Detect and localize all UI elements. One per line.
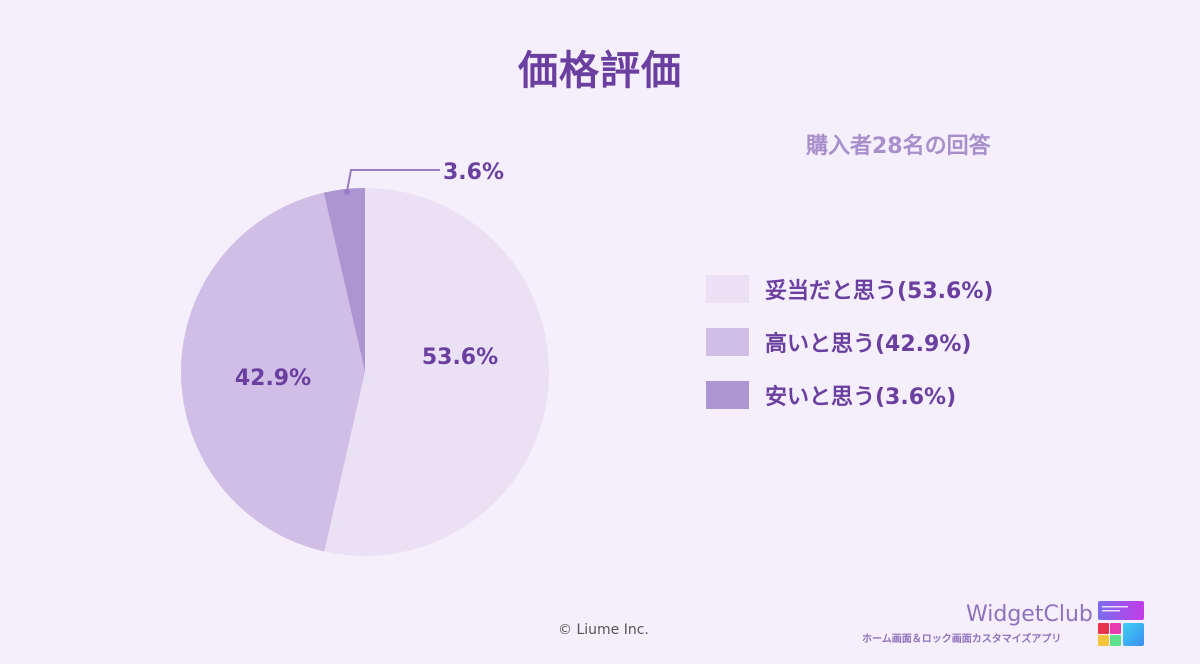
legend-item-cheap[interactable]: 安いと思う(3.6%) xyxy=(706,378,993,412)
widgetclub-logo-icon xyxy=(1098,601,1144,646)
slice-label-expensive: 42.9% xyxy=(235,366,311,391)
leader-line xyxy=(346,169,440,192)
legend-label: 高いと思う(42.9%) xyxy=(765,332,972,357)
legend: 妥当だと思う(53.6%) 高いと思う(42.9%) 安いと思う(3.6%) xyxy=(706,272,993,431)
chart-subtitle: 購入者28名の回答 xyxy=(806,134,991,159)
slice-label-reasonable: 53.6% xyxy=(422,345,498,370)
brand-name: WidgetClub xyxy=(966,602,1093,627)
pie-slice-cheap[interactable] xyxy=(323,188,365,372)
copyright: © Liume Inc. xyxy=(558,622,649,638)
legend-label: 妥当だと思う(53.6%) xyxy=(765,279,994,304)
slice-label-small: 3.6% xyxy=(443,160,504,185)
legend-swatch xyxy=(706,328,749,356)
legend-label: 安いと思う(3.6%) xyxy=(765,385,957,410)
legend-swatch xyxy=(706,275,749,303)
pie-slice-expensive[interactable] xyxy=(181,192,365,552)
legend-item-reasonable[interactable]: 妥当だと思う(53.6%) xyxy=(706,272,993,306)
brand-tagline: ホーム画面＆ロック画面カスタマイズアプリ xyxy=(862,634,1062,645)
pie-slice-reasonable[interactable] xyxy=(324,188,549,556)
chart-title: 価格評価 xyxy=(518,48,682,94)
legend-item-expensive[interactable]: 高いと思う(42.9%) xyxy=(706,325,993,359)
legend-swatch xyxy=(706,381,749,409)
